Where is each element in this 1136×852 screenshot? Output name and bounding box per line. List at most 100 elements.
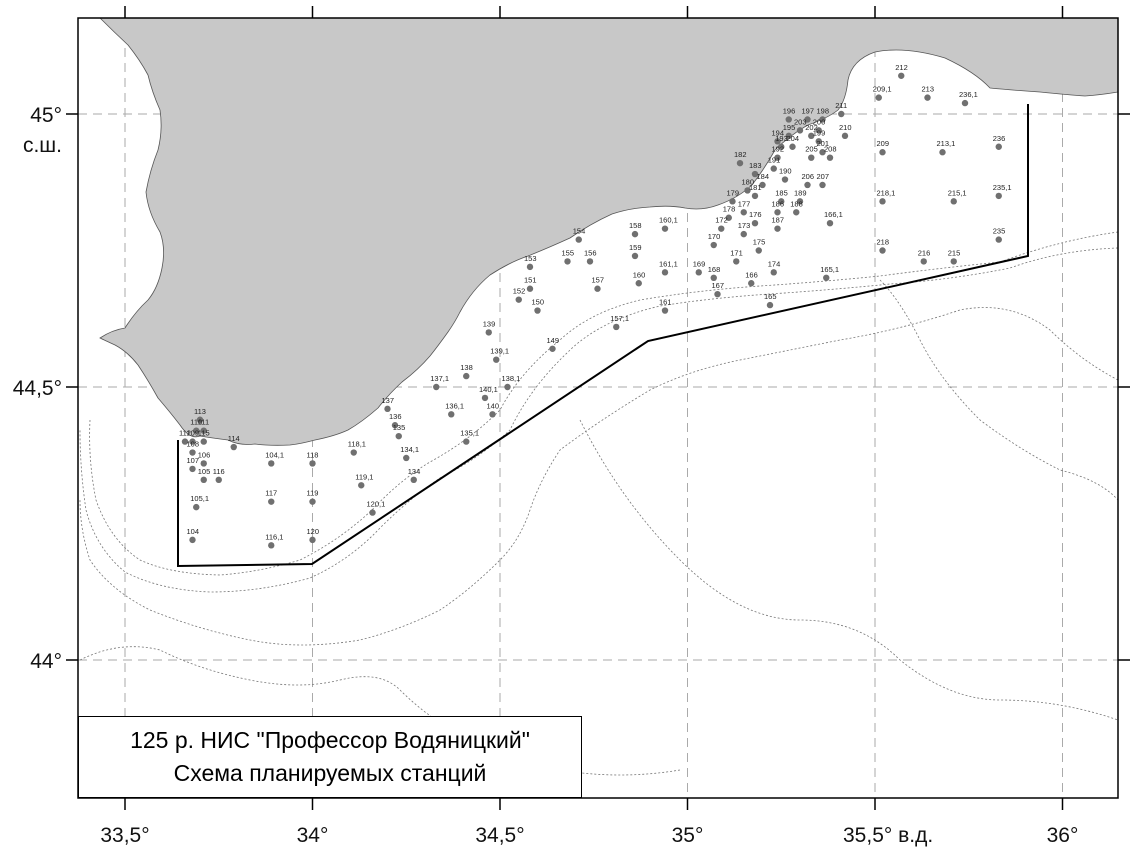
station-label: 134 <box>408 467 421 476</box>
station-marker <box>395 432 402 440</box>
station-marker <box>879 198 886 205</box>
station-marker <box>796 127 804 134</box>
station-label: 104,1 <box>265 450 284 459</box>
station-label: 165 <box>764 292 777 301</box>
station-marker <box>781 176 789 183</box>
station-label: 176 <box>749 210 762 219</box>
station-110: 110 <box>190 418 202 434</box>
station-label: 180 <box>742 177 755 186</box>
station-marker <box>196 416 204 423</box>
station-154: 154 <box>573 227 585 243</box>
station-label: 153 <box>524 254 537 263</box>
title-line-2: Схема планируемых станций <box>173 760 487 786</box>
station-197: 197 <box>802 106 814 123</box>
station-194: 194 <box>772 128 785 145</box>
isobath-contour <box>879 279 1119 501</box>
station-marker <box>526 263 534 271</box>
y-axis-unit: с.ш. <box>23 134 62 157</box>
station-marker <box>995 143 1002 150</box>
station-marker <box>995 236 1002 243</box>
station-marker <box>410 476 417 484</box>
station-marker <box>920 258 927 265</box>
station-label: 194 <box>772 128 785 137</box>
station-marker <box>549 345 556 352</box>
station-marker <box>564 258 571 265</box>
station-236-1: 236,1 <box>959 90 978 107</box>
station-label: 182 <box>734 150 747 159</box>
station-118: 118 <box>307 450 318 467</box>
station-marker <box>391 422 399 429</box>
station-183: 183 <box>749 161 762 178</box>
station-marker <box>268 498 275 505</box>
station-120: 120 <box>307 527 319 544</box>
station-marker <box>189 536 196 544</box>
station-marker <box>879 149 886 156</box>
station-label: 136,1 <box>445 401 464 410</box>
station-label: 110 <box>190 418 202 427</box>
station-138-1: 138,1 <box>502 374 520 391</box>
y-axis-label: 44,5° <box>13 377 62 400</box>
station-111: 111 <box>198 418 209 434</box>
station-label: 135 <box>393 423 406 432</box>
station-label: 213 <box>922 85 935 94</box>
station-label: 157,1 <box>610 314 629 323</box>
station-label: 170 <box>708 232 721 241</box>
title-line-1: 125 р. НИС "Профессор Водяницкий" <box>130 727 530 753</box>
station-label: 105 <box>198 467 211 476</box>
station-140-1: 140,1 <box>479 385 498 402</box>
station-192: 192 <box>772 145 784 161</box>
station-116: 116 <box>213 467 225 484</box>
station-186: 186 <box>772 199 784 216</box>
station-label: 139,1 <box>490 347 509 356</box>
station-label: 174 <box>768 259 781 268</box>
station-marker <box>841 132 849 140</box>
station-marker <box>268 460 275 467</box>
station-label: 156 <box>584 248 597 257</box>
station-label: 159 <box>629 243 642 252</box>
station-marker <box>838 110 845 118</box>
station-213: 213 <box>922 85 935 101</box>
station-201: 201 <box>817 139 829 156</box>
station-label: 158 <box>629 221 642 230</box>
station-label: 203 <box>794 117 807 126</box>
station-label: 199 <box>813 128 826 137</box>
station-119-1: 119,1 <box>355 472 373 489</box>
station-marker <box>759 181 766 189</box>
station-175: 175 <box>753 238 765 254</box>
station-marker <box>823 274 830 281</box>
station-label: 236 <box>993 134 1006 143</box>
station-label: 216 <box>918 248 931 257</box>
station-109: 109 <box>187 429 199 445</box>
station-marker <box>808 132 815 140</box>
isobath-contour <box>79 307 1119 646</box>
station-153: 153 <box>524 254 537 271</box>
station-marker <box>826 154 834 161</box>
station-label: 140,1 <box>479 385 498 394</box>
station-112: 112 <box>179 429 191 445</box>
station-160-1: 160,1 <box>659 216 678 232</box>
station-label: 205 <box>805 145 818 154</box>
station-134: 134 <box>408 467 421 484</box>
station-209-1: 209,1 <box>873 85 892 101</box>
station-196: 196 <box>783 106 795 123</box>
station-235: 235 <box>993 227 1005 243</box>
station-marker <box>463 372 470 380</box>
station-label: 188 <box>790 199 803 208</box>
station-167: 167 <box>712 281 724 298</box>
station-marker <box>309 460 316 467</box>
station-159: 159 <box>629 243 642 260</box>
station-136-1: 136,1 <box>445 401 464 418</box>
station-marker <box>369 509 376 516</box>
station-label: 210 <box>839 123 852 132</box>
station-label: 155 <box>562 248 575 257</box>
axis-labels: 33,5° 34° 34,5° 35° 35,5° в.д. 36° 45° 44,5° 44°… <box>13 104 1079 847</box>
station-label: 149 <box>547 336 560 345</box>
station-marker <box>725 214 732 221</box>
station-104-1: 104,1 <box>265 450 284 467</box>
station-marker <box>995 192 1002 200</box>
station-212: 212 <box>895 63 908 79</box>
station-marker <box>740 209 747 216</box>
station-label: 107 <box>187 456 200 465</box>
station-156: 156 <box>584 248 597 265</box>
